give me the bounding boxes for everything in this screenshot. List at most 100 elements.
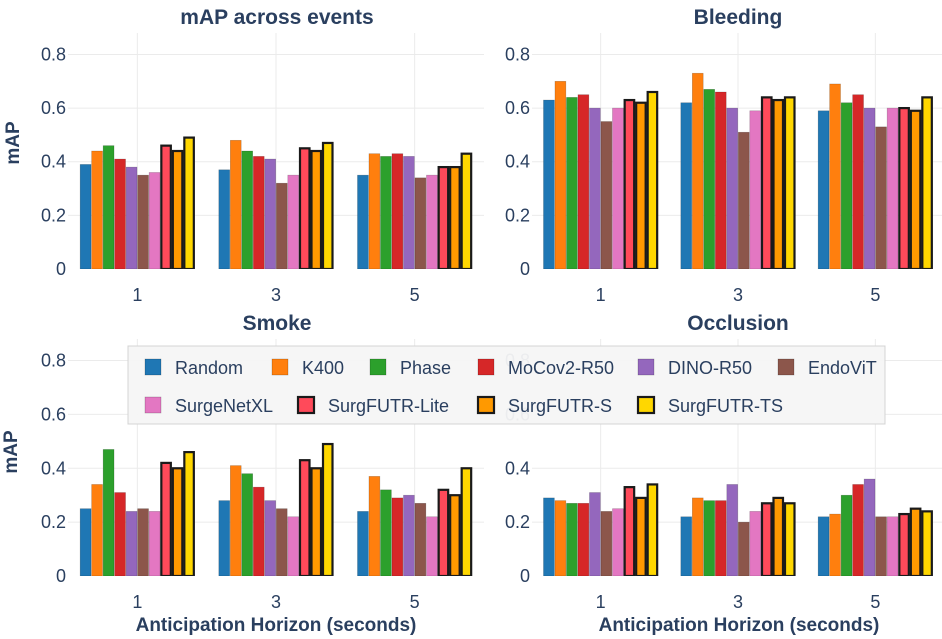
legend-swatch [636,395,656,415]
legend-swatch [369,358,387,376]
legend-item-k400[interactable]: K400 [271,358,344,378]
gridlines [532,33,942,269]
bar-random-h3 [218,169,231,269]
bar-k400-h3 [691,72,704,269]
bar-k400-h5 [829,513,841,576]
bar-surgfutr-lite-h5 [437,488,450,576]
y-tick-label: 0.6 [41,98,66,118]
bar-surgenetxl-h1 [148,511,161,576]
bar-surgenetxl-h3 [287,516,299,576]
bar-k400-h3 [230,139,242,269]
bar-endovit-h5 [414,502,427,576]
bar-dino-r50-h3 [726,484,738,576]
bar-random-h1 [79,164,92,269]
legend-swatch [144,396,162,414]
bar-surgenetxl-h5 [886,516,899,576]
x-tick-label: 3 [733,592,743,612]
y-tick-label: 0 [520,259,530,279]
bar-surgfutr-s-h1 [635,101,647,269]
legend-label: Phase [400,358,451,378]
bar-surgenetxl-h3 [749,511,761,576]
bar-random-h1 [79,508,92,576]
bar-mocov2-r50-h1 [114,158,126,269]
bar-surgfutr-s-h1 [171,149,184,269]
bar-phase-h3 [703,89,715,269]
y-tick-label: 0 [520,566,530,586]
bar-mocov2-r50-h5 [852,484,864,576]
bar-surgfutr-ts-h1 [646,483,659,576]
bar-surgfutr-lite-h1 [160,461,172,576]
legend-item-surgfutr-ts[interactable]: SurgFUTR-TS [636,395,783,416]
bar-surgfutr-s-h1 [171,467,184,576]
legend-item-random[interactable]: Random [144,358,243,378]
bar-endovit-h1 [137,508,149,576]
legend-item-surgfutr-s[interactable]: SurgFUTR-S [476,395,612,416]
legend-label: Random [175,358,243,378]
bar-surgenetxl-h3 [749,110,761,269]
bar-dino-r50-h5 [403,494,415,576]
bar-surgfutr-lite-h5 [898,512,910,576]
y-tick-label: 0.2 [505,512,530,532]
x-tick-label: 3 [271,592,281,612]
x-tick-label: 1 [132,592,142,612]
bar-mocov2-r50-h5 [391,153,404,269]
x-tick-label: 5 [410,592,420,612]
y-tick-label: 0.2 [505,205,530,225]
bar-surgfutr-s-h5 [449,494,461,576]
bar-k400-h1 [554,500,567,576]
panel-title: Occlusion [687,312,789,335]
bar-surgfutr-lite-h1 [160,144,172,269]
bar-random-h3 [680,516,692,576]
legend-item-surgfutr-lite[interactable]: SurgFUTR-Lite [296,395,449,416]
y-tick-label: 0.4 [505,458,530,478]
bar-phase-h1 [566,97,578,269]
legend-swatch [477,358,495,376]
legend-label: MoCov2-R50 [508,358,614,378]
bar-surgfutr-s-h3 [310,149,323,269]
y-tick-label: 0.8 [41,351,66,371]
bar-mocov2-r50-h1 [577,502,590,576]
legend-item-endovit[interactable]: EndoViT [777,358,877,378]
legend-item-mocov2-r50[interactable]: MoCov2-R50 [477,358,614,378]
bar-k400-h5 [368,153,381,269]
legend-item-surgenetxl[interactable]: SurgeNetXL [144,396,273,416]
bar-phase-h5 [380,489,392,576]
bar-dino-r50-h3 [726,107,738,269]
bar-surgenetxl-h1 [612,508,624,576]
bar-k400-h1 [91,150,103,269]
bar-k400-h3 [230,465,242,576]
bar-random-h1 [543,497,555,576]
legend: Random K400 Phase MoCov2-R50 DINO-R50 EndoViT… [127,345,886,425]
bar-surgfutr-ts-h5 [460,467,473,576]
bar-phase-h1 [566,502,578,576]
legend-label: SurgFUTR-TS [668,396,783,416]
bar-dino-r50-h1 [125,511,138,576]
bar-k400-h3 [691,497,704,576]
panel-title: mAP across events [180,6,373,29]
y-tick-label: 0.6 [505,98,530,118]
legend-label: SurgFUTR-Lite [328,396,449,416]
bar-surgfutr-lite-h3 [298,459,311,576]
bar-endovit-h3 [275,182,288,269]
bar-surgfutr-lite-h5 [437,165,450,269]
bar-phase-h5 [380,156,392,269]
legend-item-dino-r50[interactable]: DINO-R50 [637,358,752,378]
legend-item-phase[interactable]: Phase [369,358,451,378]
bar-phase-h1 [102,145,115,269]
bar-endovit-h5 [875,516,887,576]
panel-title: Bleeding [694,6,783,29]
bar-random-h1 [543,99,555,269]
bar-random-h5 [817,110,830,269]
legend-box [127,345,886,425]
bar-surgfutr-ts-h3 [321,442,334,576]
bar-phase-h3 [241,150,254,269]
bar-surgfutr-s-h3 [772,496,785,576]
x-tick-label: 1 [596,285,606,305]
legend-swatch [271,358,289,376]
bars [543,72,933,269]
y-tick-label: 0.8 [41,44,66,64]
bar-mocov2-r50-h5 [391,497,404,576]
y-tick-label: 0.2 [41,205,66,225]
legend-swatch [637,358,655,376]
bar-random-h5 [357,511,369,576]
